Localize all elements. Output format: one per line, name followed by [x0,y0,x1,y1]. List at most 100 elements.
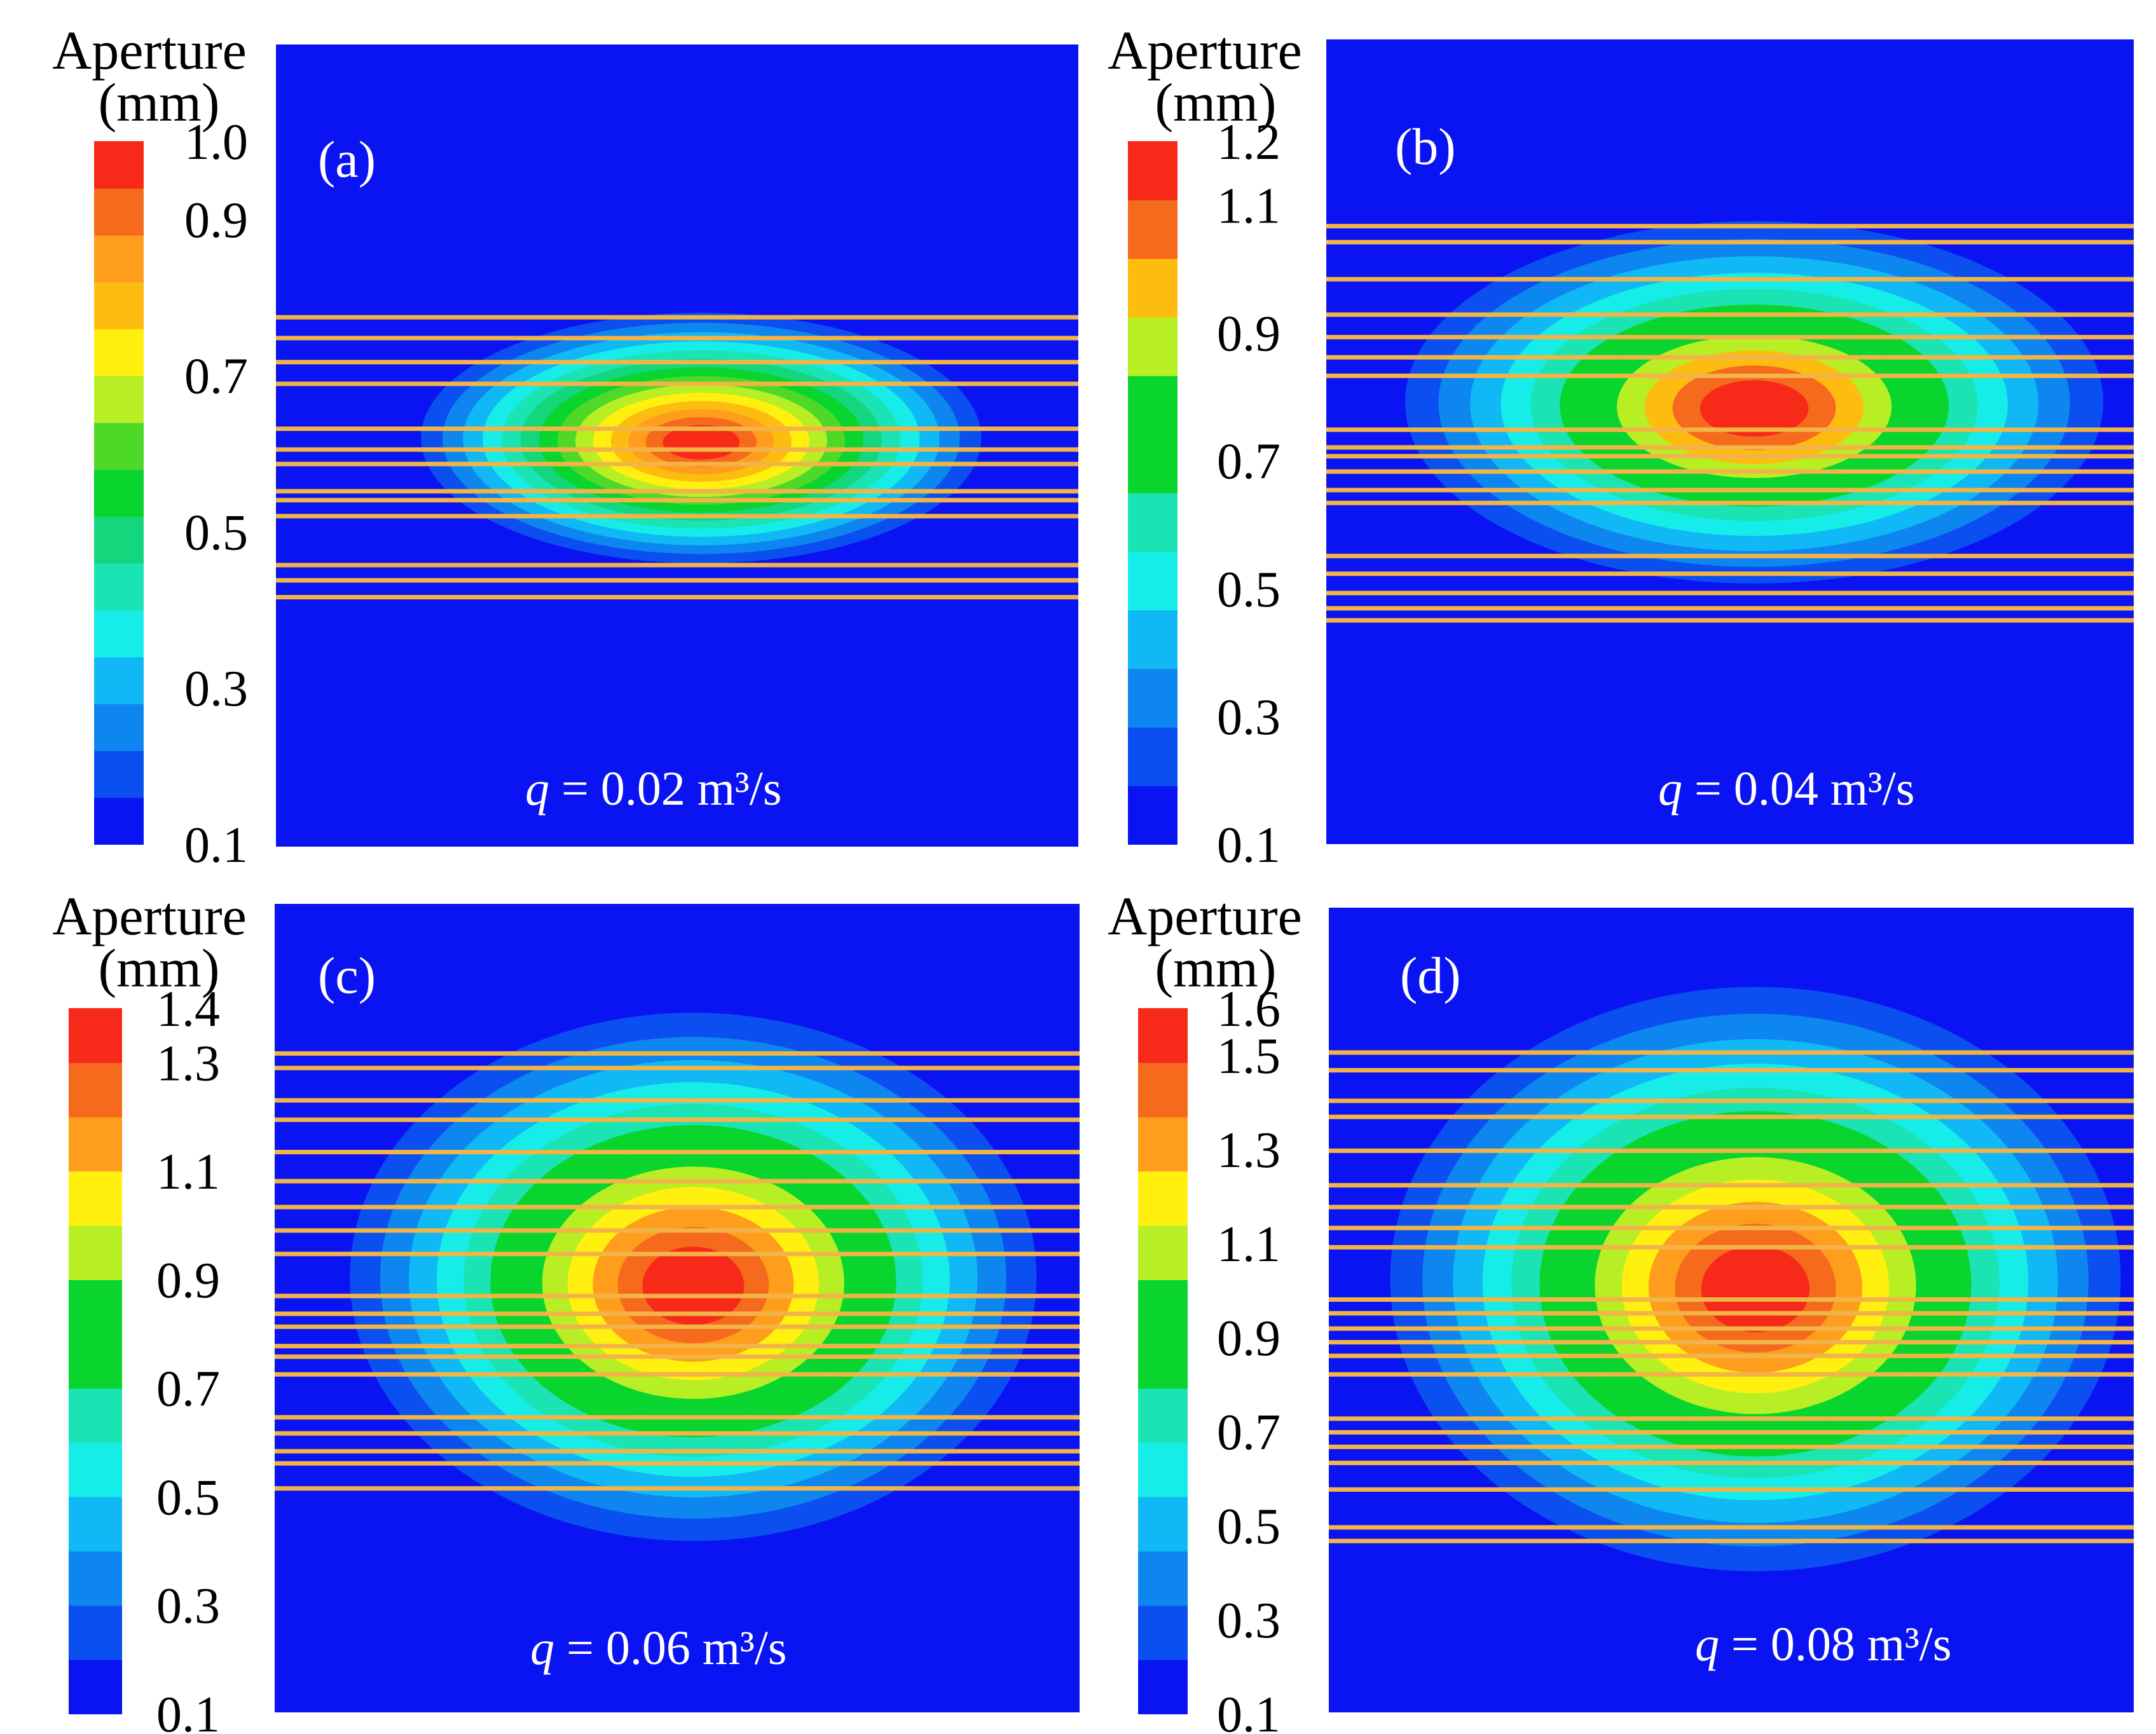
colorbar-level-d-2 [1138,1550,1188,1606]
colorbar-level-b-5 [1128,493,1178,552]
flow-value-c: = 0.06 m³/s [554,1621,786,1675]
colorbar-level-c-3 [69,1496,122,1552]
colorbar-tick-label-b-1: 0.3 [1217,690,1281,746]
flow-var-a: q [525,762,549,816]
field-layer-c [275,904,1080,1712]
colorbar-tick-label-c-7: 1.4 [156,981,220,1037]
colorbar-tick-label-b-6: 1.2 [1217,114,1281,170]
colorbar-level-b-4 [1128,551,1178,611]
flow-value-d: = 0.08 m³/s [1719,1618,1951,1671]
colorbar-level-a-0 [94,797,144,845]
colorbar-tick-label-b-4: 0.9 [1217,306,1281,362]
colorbar-level-a-7 [94,469,144,517]
panel-label-c: (c) [318,946,376,1004]
panel-label-b: (b) [1395,118,1456,175]
colorbar-level-a-4 [94,610,144,658]
colorbar-title-c: Aperture (mm) [52,885,247,999]
colorbar-level-d-10 [1138,1116,1188,1172]
colorbar-level-d-8 [1138,1225,1188,1280]
colorbar-a: 0.1 0.3 0.5 0.7 0.9 1.0 [94,114,248,873]
colorbar-level-d-5 [1138,1388,1188,1444]
colorbar-level-c-12 [69,1008,122,1063]
colorbar-title-d: Aperture (mm) [1108,885,1302,999]
colorbar-tick-label-a-3: 0.7 [184,349,248,405]
colorbar-tick-label-c-1: 0.3 [156,1578,220,1634]
colorbar-level-d-9 [1138,1171,1188,1226]
colorbar-level-c-10 [69,1116,122,1172]
colorbar-level-d-4 [1138,1442,1188,1498]
flow-var-c: q [530,1621,554,1675]
contour-band-c-12 [642,1246,745,1325]
colorbar-level-b-0 [1128,785,1178,845]
colorbar-level-a-5 [94,563,144,611]
panel-a: Aperture (mm) 0.1 0.3 0.5 0.7 0.9 1.0 (a) q =… [52,20,1078,873]
colorbar-level-a-10 [94,328,144,376]
flow-annotation-b: q = 0.04 m³/s [1658,762,1914,816]
colorbar-level-d-7 [1138,1279,1188,1335]
colorbar-level-d-3 [1138,1496,1188,1552]
colorbar-level-b-11 [1128,141,1178,201]
colorbar-level-c-2 [69,1550,122,1606]
colorbar-level-a-3 [94,657,144,704]
panel-label-d: (d) [1400,946,1461,1004]
colorbar-d: 0.1 0.3 0.5 0.7 0.9 1.1 1.3 1.51.6 [1138,981,1281,1734]
colorbar-tick-label-c-0: 0.1 [156,1687,220,1734]
colorbar-level-b-1 [1128,727,1178,786]
colorbar-title-text-b: Aperture [1108,20,1302,81]
colorbar-level-c-4 [69,1442,122,1498]
panel-b: Aperture (mm) 0.1 0.3 0.5 0.7 0.9 1.1 1.2 (b) … [1108,20,2134,873]
colorbar-level-b-10 [1128,200,1178,259]
colorbar-title-text-d: Aperture [1108,885,1302,946]
flow-value-a: = 0.02 m³/s [549,762,781,816]
colorbar-level-d-12 [1138,1008,1188,1063]
colorbar-tick-label-d-8: 1.6 [1217,981,1281,1037]
colorbar-level-a-11 [94,282,144,329]
flow-annotation-a: q = 0.02 m³/s [525,762,781,816]
colorbar-tick-label-d-2: 0.5 [1217,1499,1281,1555]
colorbar-tick-label-b-5: 1.1 [1217,179,1281,235]
colorbar-tick-label-b-3: 0.7 [1217,434,1281,490]
contour-plot-d: (d) q = 0.08 m³/s [1329,908,2134,1712]
colorbar-c: 0.1 0.3 0.5 0.7 0.9 1.1 1.31.4 [69,981,220,1734]
colorbar-level-a-9 [94,375,144,423]
colorbar-tick-label-a-4: 0.9 [184,193,248,249]
flow-value-b: = 0.04 m³/s [1682,762,1914,816]
colorbar-b: 0.1 0.3 0.5 0.7 0.9 1.1 1.2 [1128,114,1281,873]
colorbar-level-b-3 [1128,610,1178,669]
colorbar-level-d-6 [1138,1334,1188,1389]
colorbar-level-c-1 [69,1605,122,1660]
colorbar-tick-label-d-0: 0.1 [1217,1687,1281,1734]
contour-plot-c: (c) q = 0.06 m³/s [275,904,1080,1712]
panel-d: Aperture (mm) 0.1 0.3 0.5 0.7 0.9 1.1 1.3 1.51.… [1108,885,2134,1734]
colorbar-tick-label-d-7: 1.5 [1217,1028,1281,1084]
colorbar-level-b-8 [1128,317,1178,376]
field-layer-a [276,44,1078,847]
colorbar-unit-text-c: (mm) [98,938,219,999]
colorbar-level-a-13 [94,188,144,236]
colorbar-unit-text-b: (mm) [1155,72,1276,133]
contour-band-b-11 [1699,380,1809,437]
flow-annotation-c: q = 0.06 m³/s [530,1621,786,1675]
flow-var-b: q [1658,762,1682,816]
colorbar-level-c-9 [69,1171,122,1226]
colorbar-level-a-14 [94,141,144,189]
colorbar-level-c-11 [69,1062,122,1117]
colorbar-tick-label-d-1: 0.3 [1217,1593,1281,1649]
colorbar-level-d-1 [1138,1605,1188,1660]
colorbar-tick-label-b-0: 0.1 [1217,817,1281,873]
colorbar-level-d-11 [1138,1062,1188,1117]
colorbar-level-c-7 [69,1279,122,1335]
colorbar-level-a-12 [94,235,144,283]
colorbar-title-b: Aperture (mm) [1108,20,1302,133]
colorbar-title-text-a: Aperture [52,20,247,81]
colorbar-level-d-0 [1138,1659,1188,1714]
colorbar-tick-label-c-2: 0.5 [156,1470,220,1526]
contour-plot-b: (b) q = 0.04 m³/s [1326,39,2134,844]
colorbar-tick-label-d-3: 0.7 [1217,1405,1281,1461]
colorbar-tick-label-d-5: 1.1 [1217,1217,1281,1273]
colorbar-tick-label-a-2: 0.5 [184,505,248,561]
colorbar-tick-label-d-4: 0.9 [1217,1311,1281,1367]
colorbar-tick-label-a-5: 1.0 [184,114,248,170]
colorbar-level-a-2 [94,703,144,751]
